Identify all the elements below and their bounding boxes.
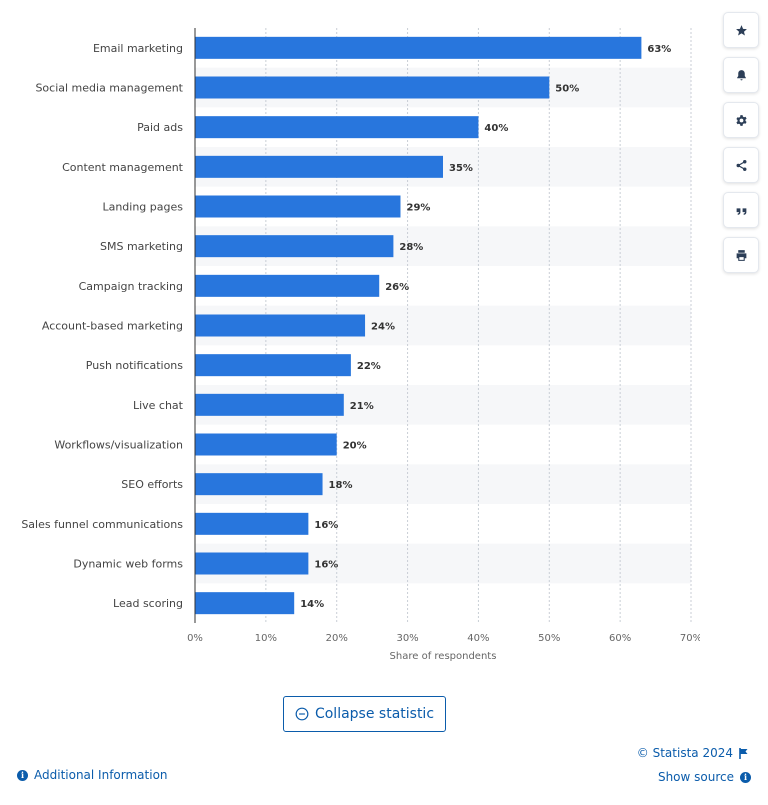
category-label: Live chat <box>133 399 184 412</box>
bar <box>195 552 309 575</box>
bar <box>195 433 337 456</box>
collapse-statistic-label: Collapse statistic <box>314 706 435 722</box>
bar <box>195 155 443 178</box>
bar-chart: Email marketing Social media management Pa… <box>21 28 700 662</box>
additional-information-label: Additional Information <box>34 768 168 782</box>
value-label: 20% <box>343 441 367 452</box>
share-icon <box>736 159 746 171</box>
show-source-label: Show source <box>657 770 734 784</box>
category-label: Sales funnel communications <box>21 518 183 531</box>
category-label: Push notifications <box>86 359 183 372</box>
value-label: 16% <box>314 520 338 531</box>
copyright-label: © Statista 2024 <box>636 746 733 760</box>
print-button[interactable] <box>723 237 759 273</box>
quote-icon <box>736 207 746 215</box>
collapse-statistic-button[interactable]: Collapse statistic <box>283 696 446 732</box>
show-source-link[interactable]: Show source i <box>658 770 751 784</box>
category-label: Paid ads <box>137 121 183 134</box>
print-icon <box>736 249 746 261</box>
x-tick-label: 20% <box>326 633 348 644</box>
x-tick-label: 50% <box>538 633 560 644</box>
value-label: 16% <box>314 560 338 571</box>
additional-information-link[interactable]: i Additional Information <box>17 768 168 782</box>
value-label: 18% <box>329 480 353 491</box>
info-icon: i <box>17 769 28 781</box>
settings-button[interactable] <box>723 102 759 138</box>
category-label: SMS marketing <box>100 240 183 253</box>
category-label: Lead scoring <box>113 597 183 610</box>
minus-circle-icon <box>295 707 309 721</box>
value-label: 35% <box>449 163 473 174</box>
bar <box>195 354 351 377</box>
x-tick-label: 60% <box>609 633 631 644</box>
bell-icon <box>736 69 746 80</box>
bar <box>195 274 380 297</box>
value-label: 28% <box>399 242 423 253</box>
bar <box>195 592 295 615</box>
category-labels: Email marketing Social media management Pa… <box>21 42 183 610</box>
value-label: 21% <box>350 401 374 412</box>
category-label: Account-based marketing <box>42 320 183 333</box>
x-tick-label: 30% <box>396 633 418 644</box>
category-label: Social media management <box>35 82 183 95</box>
chart-toolbar <box>723 12 759 273</box>
x-tick-labels: 0% 10% 20% 30% 40% 50% 60% 70% <box>187 633 700 644</box>
bar <box>195 36 642 59</box>
bar <box>195 195 401 218</box>
bar <box>195 235 394 258</box>
notification-button[interactable] <box>723 57 759 93</box>
category-label: Landing pages <box>102 201 183 214</box>
value-label: 40% <box>484 123 508 134</box>
value-label: 24% <box>371 322 395 333</box>
cite-button[interactable] <box>723 192 759 228</box>
x-tick-label: 70% <box>680 633 700 644</box>
category-label: Workflows/visualization <box>54 439 183 452</box>
bar <box>195 512 309 535</box>
value-label: 26% <box>385 282 409 293</box>
category-label: SEO efforts <box>121 478 183 491</box>
bar <box>195 116 479 139</box>
share-button[interactable] <box>723 147 759 183</box>
favorite-button[interactable] <box>723 12 759 48</box>
value-label: 14% <box>300 599 324 610</box>
copyright-link[interactable]: © Statista 2024 <box>637 746 749 760</box>
category-label: Campaign tracking <box>79 280 183 293</box>
x-tick-label: 40% <box>467 633 489 644</box>
bar <box>195 473 323 496</box>
bar <box>195 314 366 337</box>
value-label: 22% <box>357 361 381 372</box>
x-axis-title: Share of respondents <box>390 651 497 662</box>
category-label: Email marketing <box>93 42 183 55</box>
gear-icon <box>735 114 747 126</box>
bar <box>195 76 550 99</box>
value-label: 29% <box>406 203 430 214</box>
star-icon <box>735 24 747 35</box>
info-icon: i <box>740 771 751 783</box>
category-label: Dynamic web forms <box>73 558 183 571</box>
x-tick-label: 10% <box>255 633 277 644</box>
category-label: Content management <box>62 161 184 174</box>
value-label: 50% <box>555 84 579 95</box>
value-labels: 63% 50% 40% 35% 29% 28% 26% 24% 22% 21% 20% 18% 16% 1… <box>300 44 671 610</box>
bars <box>195 36 642 615</box>
bar <box>195 393 344 416</box>
flag-icon <box>739 747 748 759</box>
value-label: 63% <box>647 44 671 55</box>
x-tick-label: 0% <box>187 633 203 644</box>
